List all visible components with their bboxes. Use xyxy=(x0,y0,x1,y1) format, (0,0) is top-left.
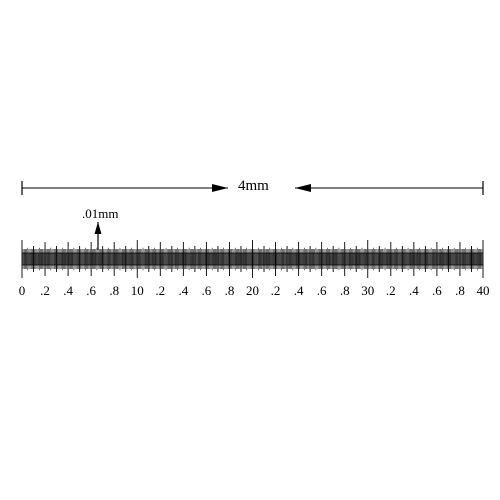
tick-label: .4 xyxy=(294,283,304,299)
tick-label: .8 xyxy=(109,283,119,299)
tick-label: .6 xyxy=(86,283,96,299)
tick-label: .8 xyxy=(225,283,235,299)
tick-label: .8 xyxy=(455,283,465,299)
tick-label: .2 xyxy=(155,283,165,299)
tick-label: .2 xyxy=(386,283,396,299)
tick-label: 30 xyxy=(361,283,374,299)
ruler-svg xyxy=(0,0,500,500)
span-label: 4mm xyxy=(238,178,269,195)
tick-label: 20 xyxy=(246,283,259,299)
tick-label: .6 xyxy=(432,283,442,299)
tick-label: .8 xyxy=(340,283,350,299)
tick-label: .6 xyxy=(202,283,212,299)
subdivision-label: .01mm xyxy=(82,206,118,222)
tick-label: 10 xyxy=(131,283,144,299)
tick-label: .4 xyxy=(409,283,419,299)
tick-label: 40 xyxy=(477,283,490,299)
tick-label: .6 xyxy=(317,283,327,299)
tick-label: .2 xyxy=(271,283,281,299)
tick-label: .4 xyxy=(63,283,73,299)
tick-label: .4 xyxy=(178,283,188,299)
tick-label: 0 xyxy=(19,283,26,299)
ruler-diagram: { "geometry": { "ruler_left_x": 22, "rul… xyxy=(0,0,500,500)
tick-label: .2 xyxy=(40,283,50,299)
